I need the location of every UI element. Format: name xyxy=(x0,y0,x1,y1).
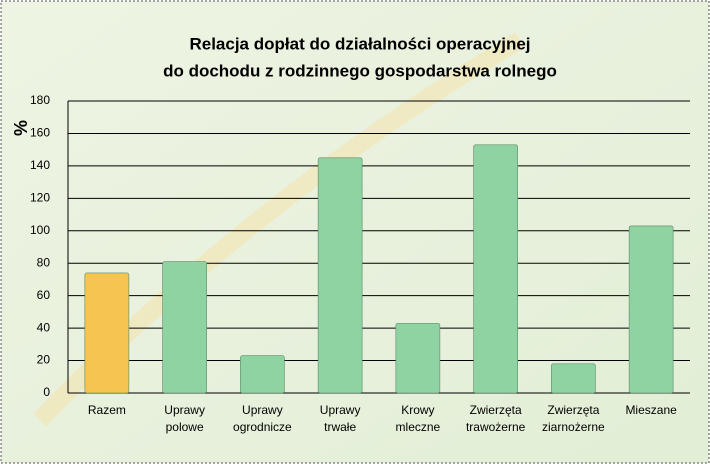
x-tick-label: Mieszane xyxy=(625,403,677,417)
bar xyxy=(551,364,595,393)
y-tick-label: 160 xyxy=(30,126,50,140)
y-tick-label: 0 xyxy=(43,385,50,399)
bar xyxy=(396,323,440,393)
x-tick-label: ziarnożerne xyxy=(542,420,605,434)
chart-title: Relacja dopłat do działalności operacyjn… xyxy=(189,34,530,53)
x-tick-label: Krowy xyxy=(401,403,434,417)
bar xyxy=(240,356,284,393)
x-tick-label: Zwierzęta xyxy=(470,403,522,417)
x-tick-label: trawożerne xyxy=(466,420,526,434)
bar xyxy=(318,158,362,393)
x-tick-label: Uprawy xyxy=(164,403,205,417)
y-tick-label: 120 xyxy=(30,191,50,205)
chart: Relacja dopłat do działalności operacyjn… xyxy=(0,0,710,464)
bar xyxy=(163,262,207,393)
x-tick-label: mleczne xyxy=(396,420,441,434)
x-tick-label: Razem xyxy=(88,403,126,417)
bar xyxy=(474,145,518,393)
x-tick-label: Uprawy xyxy=(242,403,283,417)
y-tick-label: 20 xyxy=(37,353,51,367)
chart-title: do dochodu z rodzinnego gospodarstwa rol… xyxy=(163,61,557,80)
y-axis-label: % xyxy=(11,120,31,136)
y-tick-label: 40 xyxy=(37,320,51,334)
y-tick-label: 80 xyxy=(37,255,51,269)
y-tick-label: 180 xyxy=(30,93,50,107)
bar xyxy=(85,273,129,393)
x-tick-label: polowe xyxy=(166,420,204,434)
x-tick-label: Zwierzęta xyxy=(547,403,599,417)
x-tick-label: Uprawy xyxy=(320,403,361,417)
x-tick-label: trwałe xyxy=(324,420,356,434)
x-tick-label: ogrodnicze xyxy=(233,420,292,434)
y-tick-label: 140 xyxy=(30,158,50,172)
y-tick-label: 100 xyxy=(30,223,50,237)
y-tick-label: 60 xyxy=(37,288,51,302)
bar xyxy=(629,226,673,393)
